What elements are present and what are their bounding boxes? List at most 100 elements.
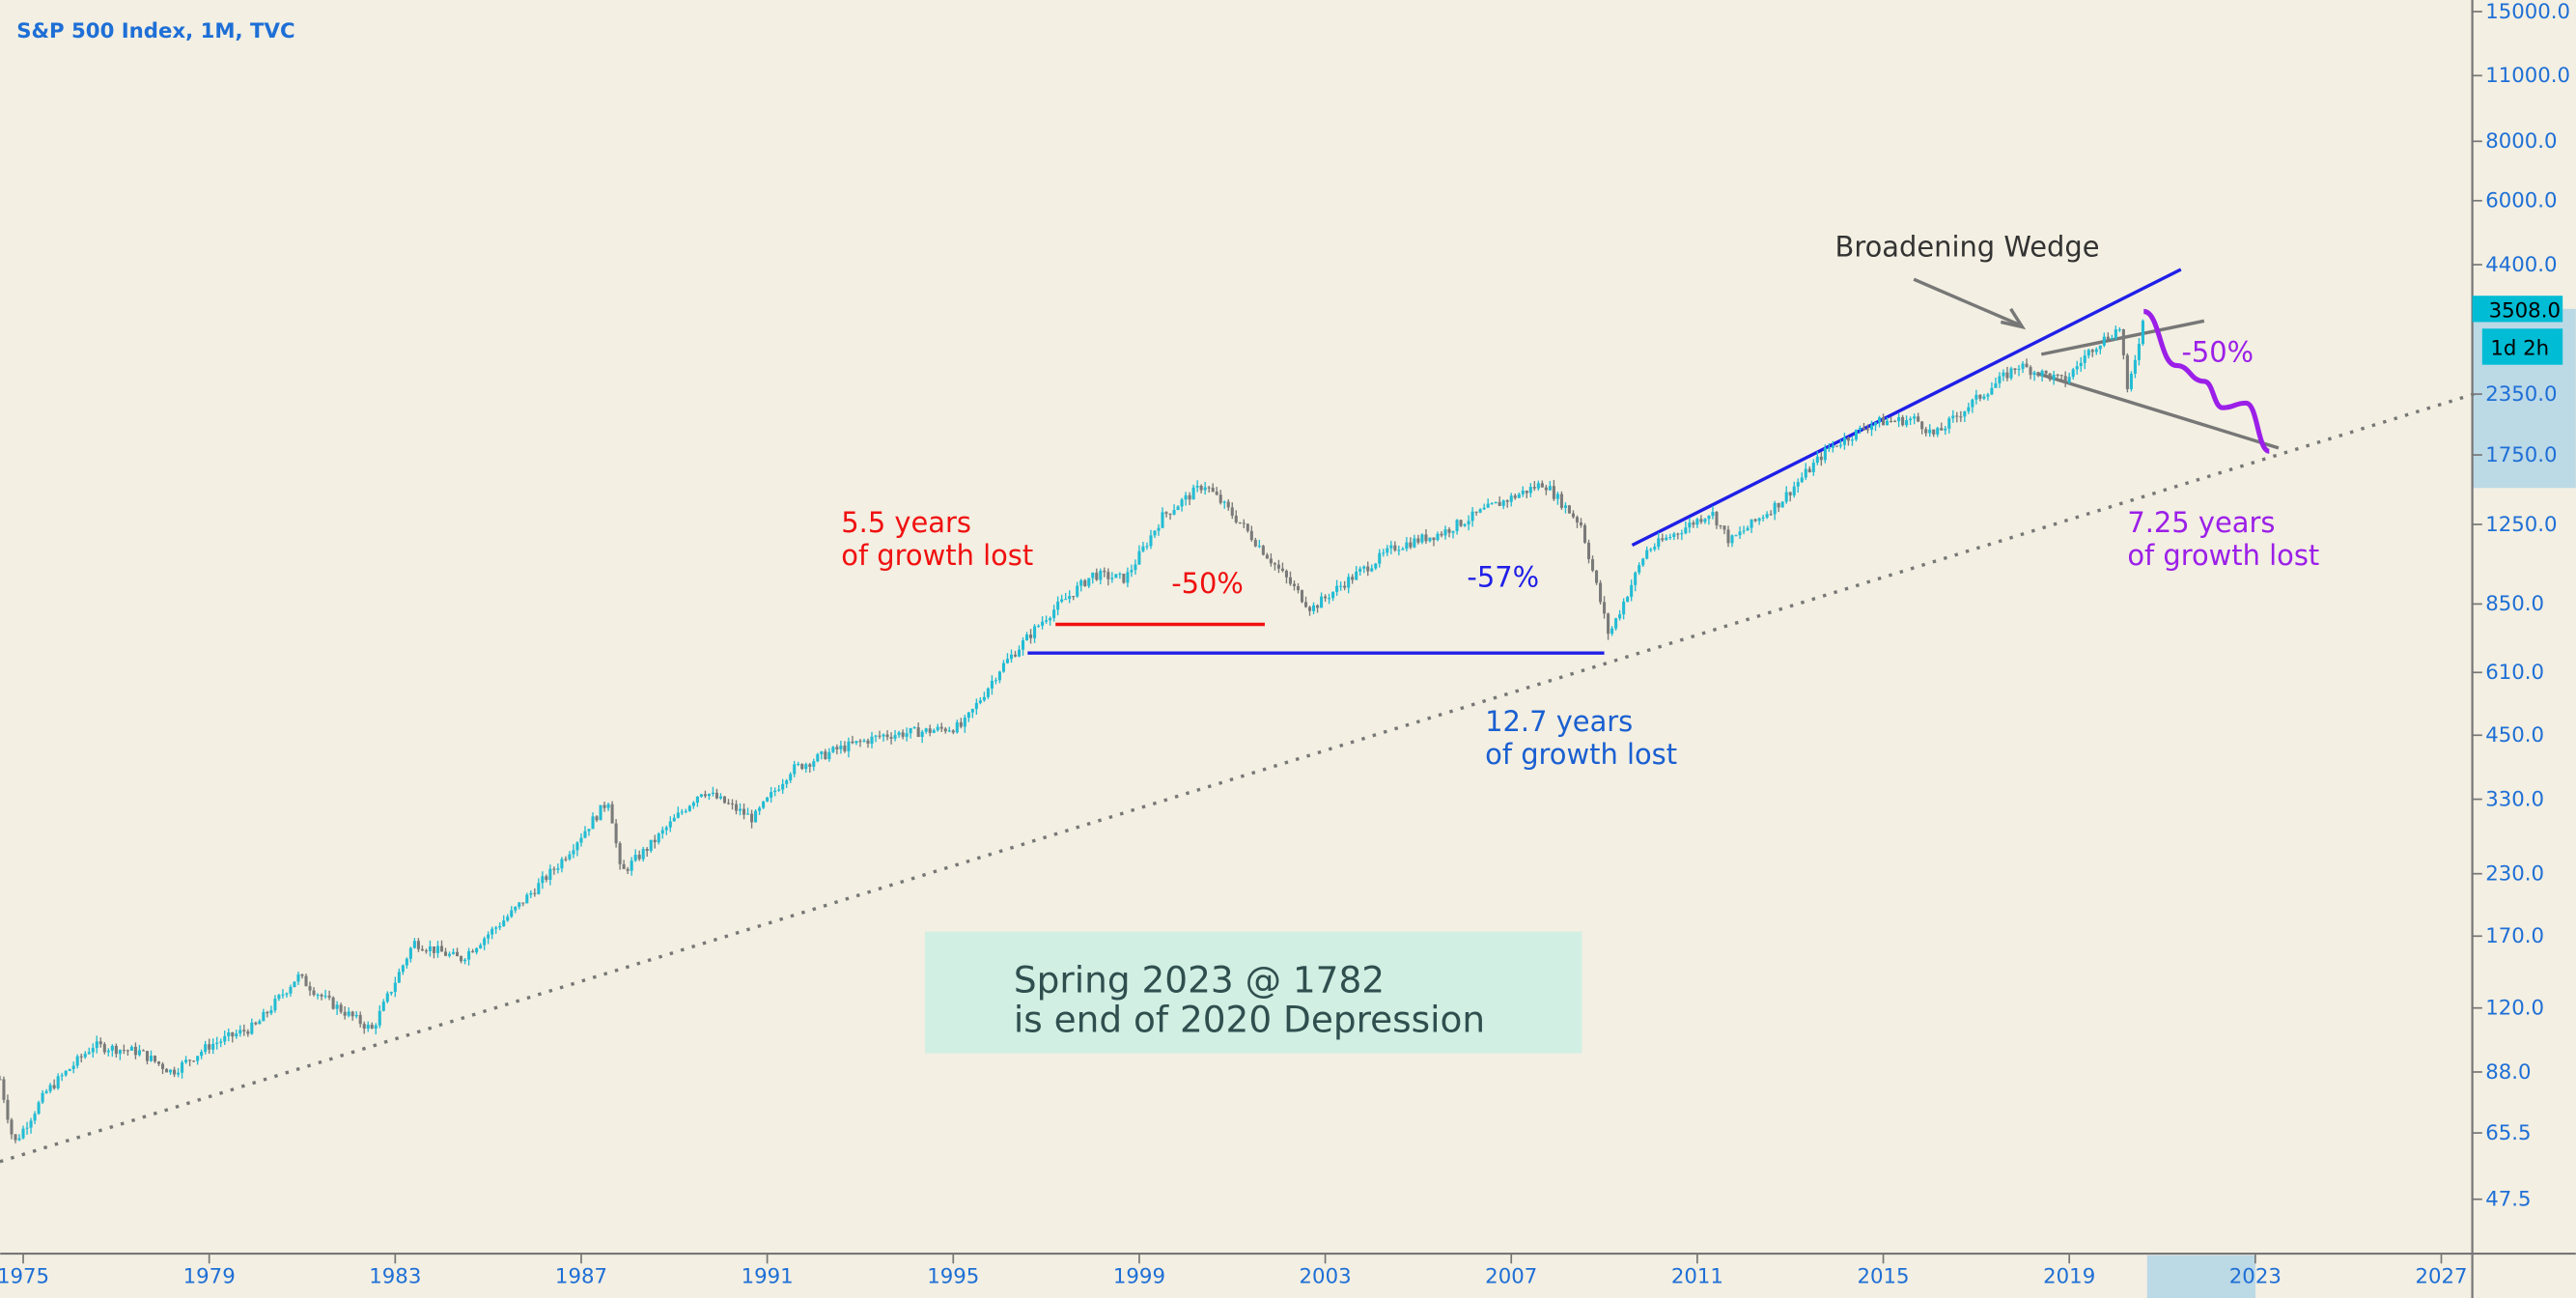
candle bbox=[1800, 477, 1804, 483]
candle bbox=[750, 813, 754, 823]
candle bbox=[1083, 579, 1087, 586]
candle bbox=[1161, 512, 1164, 528]
candle bbox=[847, 741, 851, 751]
candle bbox=[312, 990, 316, 995]
candle bbox=[2137, 344, 2141, 360]
candle bbox=[820, 751, 824, 754]
time-axis[interactable]: 1975 1979 1983 1987 1991 1995 1999 2003 2007 2011… bbox=[0, 1254, 2468, 1289]
candle bbox=[1668, 536, 1672, 538]
candle bbox=[149, 1056, 154, 1061]
candle bbox=[1191, 487, 1195, 500]
candle bbox=[1222, 501, 1226, 503]
candle bbox=[250, 1022, 254, 1034]
candle bbox=[1118, 574, 1122, 576]
candle bbox=[889, 737, 893, 739]
candle bbox=[2021, 363, 2025, 369]
candle bbox=[1998, 376, 2002, 383]
candle bbox=[1199, 485, 1203, 491]
candle bbox=[75, 1056, 79, 1066]
candle bbox=[14, 1134, 17, 1141]
candle bbox=[1838, 444, 1842, 446]
candle bbox=[1184, 494, 1188, 500]
last-price-badge[interactable] bbox=[2472, 296, 2563, 323]
candle bbox=[1288, 577, 1292, 584]
candle bbox=[556, 868, 560, 870]
y-tick-label: 4400.0 bbox=[2485, 253, 2557, 277]
candle bbox=[1300, 590, 1304, 603]
candle bbox=[118, 1050, 122, 1055]
candle bbox=[479, 945, 483, 948]
candle bbox=[1416, 538, 1420, 543]
candle bbox=[381, 1002, 385, 1011]
wedge-arrow[interactable] bbox=[1913, 277, 2022, 327]
candle bbox=[1284, 571, 1288, 578]
candle bbox=[37, 1102, 41, 1115]
y-tick-label: 15000.0 bbox=[2485, 0, 2570, 24]
candle bbox=[1331, 591, 1335, 599]
red-pct: -50% bbox=[1171, 567, 1244, 600]
candle bbox=[560, 859, 564, 869]
projection-path[interactable] bbox=[2142, 308, 2271, 454]
candle bbox=[1734, 535, 1738, 537]
candle bbox=[331, 997, 335, 1009]
candle bbox=[1703, 519, 1707, 522]
candle bbox=[1029, 635, 1033, 638]
candle bbox=[1033, 626, 1037, 638]
candle bbox=[1347, 577, 1351, 588]
candle bbox=[408, 947, 412, 959]
candle bbox=[2048, 373, 2052, 381]
candle bbox=[618, 843, 622, 864]
candle bbox=[746, 813, 750, 815]
y-tick-label: 450.0 bbox=[2485, 723, 2544, 748]
candle bbox=[1253, 540, 1257, 547]
candle bbox=[610, 804, 614, 824]
candle bbox=[1726, 529, 1730, 544]
candle bbox=[893, 735, 897, 739]
candle bbox=[800, 764, 804, 770]
candle bbox=[1041, 621, 1045, 626]
candle bbox=[645, 849, 649, 851]
candle bbox=[1815, 456, 1819, 464]
candle bbox=[153, 1056, 157, 1062]
candle bbox=[2133, 359, 2137, 374]
candle bbox=[471, 950, 475, 953]
candle bbox=[102, 1044, 106, 1053]
price-axis[interactable]: 15000.0 11000.0 8000.0 6000.0 4400.0 2350.0 17… bbox=[2472, 0, 2570, 1212]
candle bbox=[1738, 531, 1742, 536]
trendline-wedge-lower[interactable] bbox=[2035, 371, 2280, 450]
candle bbox=[502, 920, 506, 926]
candle bbox=[1276, 564, 1280, 569]
candle bbox=[1296, 585, 1301, 591]
candle bbox=[1796, 482, 1800, 487]
candle bbox=[366, 1025, 370, 1030]
candle bbox=[33, 1114, 37, 1121]
candle bbox=[304, 975, 308, 987]
candle bbox=[568, 854, 572, 860]
candle bbox=[1680, 533, 1684, 535]
candle bbox=[1746, 527, 1750, 531]
candle bbox=[1269, 558, 1273, 564]
candle bbox=[2009, 368, 2013, 379]
candle bbox=[1215, 492, 1218, 495]
candle bbox=[266, 1011, 269, 1014]
candle bbox=[1436, 533, 1440, 541]
candle bbox=[358, 1014, 362, 1025]
candle bbox=[1013, 654, 1018, 657]
candle bbox=[1804, 468, 1807, 478]
candle bbox=[870, 736, 874, 745]
candle bbox=[2110, 338, 2114, 340]
candle bbox=[1432, 537, 1436, 541]
candle bbox=[110, 1045, 114, 1051]
candle bbox=[510, 910, 514, 917]
candle bbox=[1045, 620, 1049, 622]
candle bbox=[1501, 500, 1505, 506]
candle bbox=[246, 1030, 250, 1034]
candle bbox=[1552, 486, 1555, 499]
candle bbox=[2141, 321, 2144, 345]
candle bbox=[343, 1011, 347, 1016]
candle bbox=[1665, 537, 1668, 541]
candle bbox=[308, 986, 312, 991]
candle bbox=[649, 839, 653, 851]
trendline-upper-channel[interactable] bbox=[1631, 268, 2182, 548]
